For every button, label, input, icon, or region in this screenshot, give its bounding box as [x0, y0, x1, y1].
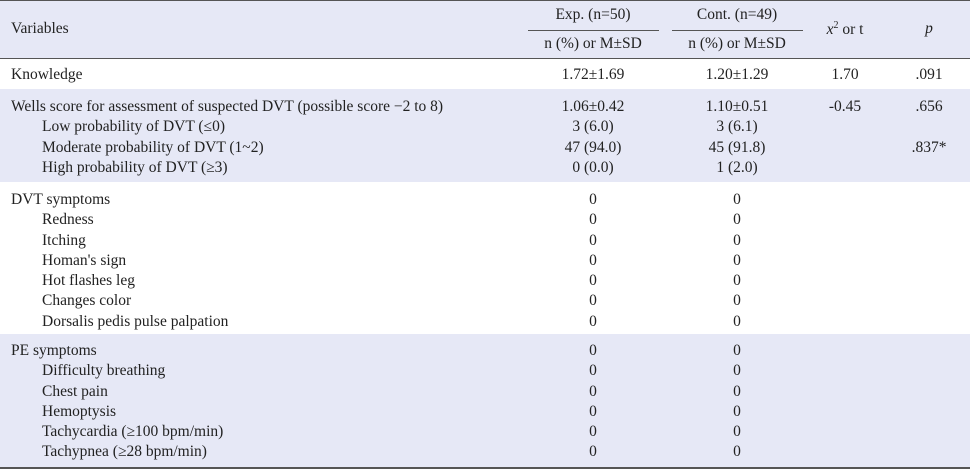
exp-value: 0 — [589, 272, 597, 290]
exp-value: 1.06±0.42 — [561, 98, 625, 115]
exp-value: 0 — [589, 211, 597, 229]
row-label: Wells score for assessment of suspected … — [11, 98, 444, 115]
table-row: Homan's sign 0 0 — [0, 251, 970, 271]
row-label: Chest pain — [42, 382, 108, 400]
table-row: Redness 0 0 — [0, 210, 970, 230]
table-row: Wells score for assessment of suspected … — [0, 97, 970, 117]
exp-value: 0 — [589, 342, 597, 359]
stat-value: -0.45 — [828, 98, 862, 115]
p-value: .091 — [915, 66, 943, 83]
stat-header: x2 or t — [826, 20, 864, 39]
p-header: p — [925, 20, 933, 37]
cont-value: 0 — [733, 312, 741, 330]
exp-value: 0 — [589, 382, 597, 400]
exp-group-header: Exp. (n=50) — [555, 6, 631, 23]
row-label: Redness — [42, 211, 94, 229]
table-header: Variables Exp. (n=50) Cont. (n=49) n (%)… — [0, 0, 970, 59]
row-label: Tachycardia (≥100 bpm/min) — [42, 423, 224, 441]
exp-value: 0 — [589, 402, 597, 420]
exp-value: 0 — [589, 312, 597, 330]
table-row: Hot flashes leg 0 0 — [0, 271, 970, 291]
knowledge-section: Knowledge 1.72±1.69 1.20±1.29 1.70 .091 — [0, 59, 970, 89]
cont-value: 0 — [733, 402, 741, 420]
cont-group-rule — [672, 30, 803, 31]
table-row: Tachycardia (≥100 bpm/min) 0 0 — [0, 422, 970, 442]
row-label: PE symptoms — [11, 342, 97, 359]
row-label: Knowledge — [11, 66, 83, 83]
stat-value: 1.70 — [831, 66, 859, 83]
exp-value: 0 — [589, 191, 597, 208]
row-label: Hot flashes leg — [42, 272, 135, 290]
exp-value: 0 — [589, 292, 597, 310]
row-label: Hemoptysis — [42, 402, 117, 420]
row-label: Changes color — [42, 292, 132, 310]
table-row: Difficulty breathing 0 0 — [0, 361, 970, 381]
dvt-section: DVT symptoms 0 0 Redness 0 0 Itching 0 0… — [0, 182, 970, 334]
cont-value: 0 — [733, 231, 741, 249]
table-row: Chest pain 0 0 — [0, 382, 970, 402]
table-row: High probability of DVT (≥3) 0 (0.0) 1 (… — [0, 158, 970, 178]
table-row: Hemoptysis 0 0 — [0, 402, 970, 422]
cont-value: 0 — [733, 443, 741, 461]
cont-group-header: Cont. (n=49) — [696, 6, 778, 23]
table-row: Knowledge 1.72±1.69 1.20±1.29 1.70 .091 — [0, 65, 970, 85]
row-label: Difficulty breathing — [42, 362, 166, 380]
table-row: Changes color 0 0 — [0, 291, 970, 311]
exp-value: 0 — [589, 362, 597, 380]
exp-group-rule — [528, 30, 659, 31]
table-row: DVT symptoms 0 0 — [0, 190, 970, 210]
row-label: Tachypnea (≥28 bpm/min) — [42, 443, 207, 461]
exp-value: 0 — [589, 423, 597, 441]
cont-value: 0 — [733, 382, 741, 400]
exp-value: 0 — [589, 251, 597, 269]
row-label: Low probability of DVT (≤0) — [42, 118, 225, 136]
cont-value: 1.20±1.29 — [705, 66, 769, 83]
cont-value: 0 — [733, 272, 741, 290]
p-value: .837* — [911, 138, 947, 156]
cont-value: 1 (2.0) — [716, 158, 758, 176]
table-row: Dorsalis pedis pulse palpation 0 0 — [0, 312, 970, 332]
cont-value: 0 — [733, 211, 741, 229]
wells-section: Wells score for assessment of suspected … — [0, 89, 970, 182]
row-label: Moderate probability of DVT (1~2) — [42, 138, 264, 156]
cont-value: 0 — [733, 292, 741, 310]
cont-value: 0 — [733, 423, 741, 441]
cont-value: 1.10±0.51 — [705, 98, 769, 115]
cont-value: 0 — [733, 251, 741, 269]
exp-value: 47 (94.0) — [564, 138, 622, 156]
pe-section: PE symptoms 0 0 Difficulty breathing 0 0… — [0, 334, 970, 467]
exp-value: 3 (6.0) — [572, 118, 614, 136]
exp-value: 0 — [589, 231, 597, 249]
cont-subheader: n (%) or M±SD — [688, 35, 786, 52]
table-row: PE symptoms 0 0 — [0, 341, 970, 361]
row-label: Dorsalis pedis pulse palpation — [42, 312, 229, 330]
row-label: Homan's sign — [42, 251, 127, 269]
row-label: DVT symptoms — [11, 191, 111, 208]
table-row: Low probability of DVT (≤0) 3 (6.0) 3 (6… — [0, 117, 970, 137]
table-row: Itching 0 0 — [0, 231, 970, 251]
table-bottom-rule — [0, 467, 970, 469]
exp-subheader: n (%) or M±SD — [544, 35, 642, 52]
exp-value: 1.72±1.69 — [561, 66, 625, 83]
table-row: Tachypnea (≥28 bpm/min) 0 0 — [0, 442, 970, 462]
cont-value: 45 (91.8) — [708, 138, 766, 156]
exp-value: 0 (0.0) — [572, 158, 614, 176]
exp-value: 0 — [589, 443, 597, 461]
cont-value: 0 — [733, 362, 741, 380]
row-label: High probability of DVT (≥3) — [42, 158, 228, 176]
cont-value: 3 (6.1) — [716, 118, 758, 136]
row-label: Itching — [42, 231, 86, 249]
cont-value: 0 — [733, 342, 741, 359]
table-row: Moderate probability of DVT (1~2) 47 (94… — [0, 138, 970, 158]
p-value: .656 — [915, 98, 943, 115]
variables-header: Variables — [11, 20, 69, 37]
cont-value: 0 — [733, 191, 741, 208]
